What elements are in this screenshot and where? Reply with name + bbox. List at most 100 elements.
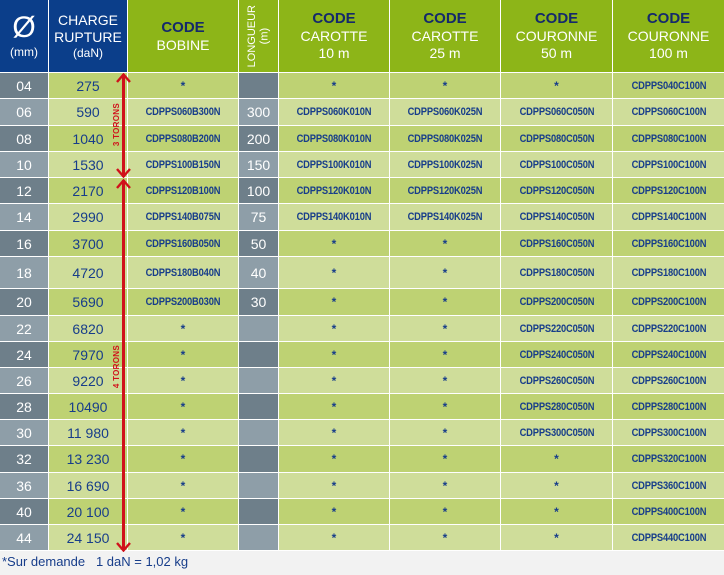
- cell-couronne50: CDPPS280C050N: [501, 394, 613, 420]
- cell-couronne100: CDPPS440C100N: [613, 525, 724, 551]
- table-row: 16 3700 CDPPS160B050N 50 * * CDPPS160C050N CDPP…: [0, 231, 724, 257]
- cell-couronne50: *: [501, 499, 613, 525]
- cell-dia: 14: [0, 204, 49, 231]
- cell-couronne50: CDPPS200C050N: [501, 289, 613, 316]
- cell-couronne50: CDPPS100C050N: [501, 152, 613, 178]
- cell-carotte10: *: [279, 73, 390, 99]
- cell-carotte25: CDPPS080K025N: [390, 126, 501, 152]
- cell-dia: 08: [0, 126, 49, 152]
- cell-carotte10: CDPPS060K010N: [279, 99, 390, 126]
- arrow-down-icon: [116, 168, 131, 178]
- cell-carotte25: *: [390, 289, 501, 316]
- cell-dia: 22: [0, 316, 49, 342]
- cell-longueur: 30: [239, 289, 279, 316]
- cell-carotte25: *: [390, 499, 501, 525]
- cell-carotte10: *: [279, 394, 390, 420]
- header-longueur: LONGUEUR (m): [239, 0, 279, 73]
- table-row: 30 11 980 * * * CDPPS300C050N CDPPS300C100N: [0, 420, 724, 446]
- cell-dia: 28: [0, 394, 49, 420]
- cell-carotte25: *: [390, 316, 501, 342]
- cell-couronne50: *: [501, 73, 613, 99]
- cell-charge: 5690: [49, 289, 128, 316]
- cell-longueur: [239, 446, 279, 473]
- cell-couronne50: CDPPS080C050N: [501, 126, 613, 152]
- cell-longueur: [239, 316, 279, 342]
- cell-dia: 40: [0, 499, 49, 525]
- cell-carotte10: *: [279, 257, 390, 289]
- cell-charge: 275: [49, 73, 128, 99]
- cell-longueur: [239, 342, 279, 368]
- cell-charge: 20 100: [49, 499, 128, 525]
- cell-carotte10: *: [279, 231, 390, 257]
- table-row: 08 1040 CDPPS080B200N 200 CDPPS080K010N CDPPS…: [0, 126, 724, 152]
- cell-carotte10: CDPPS100K010N: [279, 152, 390, 178]
- cell-couronne100: CDPPS160C100N: [613, 231, 724, 257]
- cell-dia: 44: [0, 525, 49, 551]
- cell-longueur: [239, 525, 279, 551]
- cell-carotte25: CDPPS100K025N: [390, 152, 501, 178]
- cell-couronne50: CDPPS180C050N: [501, 257, 613, 289]
- cell-couronne100: CDPPS300C100N: [613, 420, 724, 446]
- cell-carotte10: *: [279, 342, 390, 368]
- cell-dia: 20: [0, 289, 49, 316]
- cell-bobine: CDPPS200B030N: [128, 289, 239, 316]
- cell-couronne50: CDPPS140C050N: [501, 204, 613, 231]
- cell-longueur: [239, 73, 279, 99]
- cell-carotte10: *: [279, 368, 390, 394]
- cell-dia: 06: [0, 99, 49, 126]
- cell-charge: 590: [49, 99, 128, 126]
- cell-carotte25: *: [390, 257, 501, 289]
- cell-carotte10: *: [279, 316, 390, 342]
- cell-charge: 7970: [49, 342, 128, 368]
- table-row: 44 24 150 * * * * CDPPS440C100N: [0, 525, 724, 551]
- cell-carotte10: CDPPS140K010N: [279, 204, 390, 231]
- cell-couronne100: CDPPS220C100N: [613, 316, 724, 342]
- cell-carotte25: *: [390, 73, 501, 99]
- cell-carotte10: *: [279, 499, 390, 525]
- cell-couronne50: CDPPS220C050N: [501, 316, 613, 342]
- cell-couronne50: CDPPS120C050N: [501, 178, 613, 204]
- cell-bobine: *: [128, 368, 239, 394]
- cell-charge: 1530: [49, 152, 128, 178]
- cell-couronne50: *: [501, 525, 613, 551]
- cell-charge: 6820: [49, 316, 128, 342]
- cell-bobine: *: [128, 316, 239, 342]
- cell-couronne100: CDPPS060C100N: [613, 99, 724, 126]
- cell-longueur: [239, 368, 279, 394]
- header-charge: CHARGE RUPTURE (daN): [49, 0, 128, 73]
- bobine-code: CODE: [161, 18, 205, 36]
- cell-longueur: 40: [239, 257, 279, 289]
- charge-line2: RUPTURE: [54, 28, 122, 45]
- cell-longueur: [239, 420, 279, 446]
- cell-longueur: 300: [239, 99, 279, 126]
- charge-line1: CHARGE: [58, 12, 118, 28]
- cell-charge: 2990: [49, 204, 128, 231]
- longueur-label: LONGUEUR (m): [245, 4, 271, 68]
- cell-dia: 18: [0, 257, 49, 289]
- table-row: 12 2170 CDPPS120B100N 100 CDPPS120K010N CDPPS…: [0, 178, 724, 204]
- cell-longueur: 50: [239, 231, 279, 257]
- cell-carotte25: *: [390, 368, 501, 394]
- table-row: 10 1530 CDPPS100B150N 150 CDPPS100K010N CDPPS…: [0, 152, 724, 178]
- cell-couronne100: CDPPS280C100N: [613, 394, 724, 420]
- cell-longueur: 100: [239, 178, 279, 204]
- cell-charge: 1040: [49, 126, 128, 152]
- cell-dia: 36: [0, 473, 49, 499]
- cell-dia: 32: [0, 446, 49, 473]
- cell-bobine: CDPPS100B150N: [128, 152, 239, 178]
- cell-bobine: *: [128, 499, 239, 525]
- cell-carotte10: *: [279, 289, 390, 316]
- cell-bobine: *: [128, 473, 239, 499]
- cell-couronne50: CDPPS260C050N: [501, 368, 613, 394]
- cell-carotte25: *: [390, 394, 501, 420]
- cell-bobine: CDPPS180B040N: [128, 257, 239, 289]
- cell-longueur: 200: [239, 126, 279, 152]
- cell-charge: 16 690: [49, 473, 128, 499]
- cell-charge: 4720: [49, 257, 128, 289]
- cell-couronne100: CDPPS040C100N: [613, 73, 724, 99]
- cell-couronne100: CDPPS320C100N: [613, 446, 724, 473]
- cell-carotte25: *: [390, 525, 501, 551]
- cell-couronne50: CDPPS240C050N: [501, 342, 613, 368]
- charge-unit: (daN): [72, 45, 103, 60]
- table-row: 28 10490 * * * CDPPS280C050N CDPPS280C100N: [0, 394, 724, 420]
